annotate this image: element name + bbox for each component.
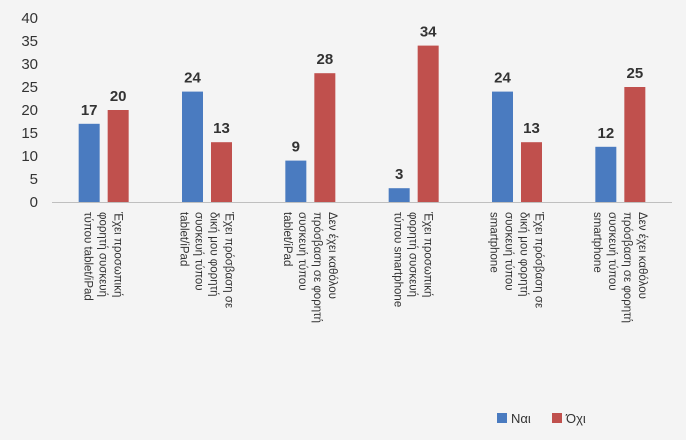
bar-ochi [624, 87, 646, 202]
x-category-label: φορητή συσκευή [407, 212, 419, 297]
legend-swatch [497, 413, 507, 423]
data-label: 20 [110, 88, 127, 105]
bar-nai [595, 146, 617, 202]
data-label: 3 [395, 166, 403, 183]
x-category-label: πρόσβαση σε φορητή [311, 212, 323, 323]
x-category-label: τύπου tablet/iPad [82, 212, 94, 301]
x-category-label: Δεν έχει καθόλου [636, 212, 648, 299]
bar-ochi [107, 110, 129, 202]
data-label: 17 [81, 102, 98, 119]
bar-nai [388, 188, 410, 202]
x-category-label: Έχει πρόσβαση σε [223, 211, 235, 308]
x-category-label: tablet/iPad [178, 212, 190, 266]
x-category-label: συσκευή τύπου [296, 212, 308, 291]
data-labels: 17 24 9 3 24 12 20 13 28 34 13 25 [81, 24, 643, 184]
bar-ochi [417, 45, 439, 202]
y-tick-label: 35 [21, 33, 38, 50]
x-category-label: Δεν έχει καθόλου [326, 212, 338, 299]
data-label: 9 [292, 139, 300, 156]
legend-label: Ναι [511, 411, 531, 426]
bar-ochi [211, 142, 232, 202]
x-category-label: συσκευή τύπου [193, 212, 205, 291]
y-tick-label: 30 [21, 56, 38, 73]
y-axis: 0 5 10 15 20 25 30 35 40 [21, 10, 672, 211]
legend-label: Όχι [565, 411, 586, 426]
y-tick-label: 10 [21, 148, 38, 165]
data-label: 28 [316, 51, 333, 68]
data-label: 13 [213, 120, 230, 137]
x-category-label: φορητή συσκευή [97, 212, 109, 297]
x-category-label: συσκευή τύπου [606, 212, 618, 291]
bar-nai [285, 160, 307, 202]
y-tick-label: 20 [21, 102, 38, 119]
bar-ochi [314, 73, 336, 202]
x-category-label: τύπου smartphone [392, 212, 404, 307]
bars [78, 45, 646, 202]
x-category-label: Έχει προσωπική [112, 211, 124, 297]
data-label: 13 [523, 120, 540, 137]
y-tick-label: 0 [30, 194, 38, 211]
data-label: 34 [420, 24, 437, 41]
data-label: 24 [494, 70, 511, 87]
legend: Ναι Όχι [497, 411, 586, 426]
data-label: 24 [184, 70, 201, 87]
bar-nai [78, 123, 100, 202]
bar-nai [492, 91, 513, 202]
data-label: 25 [626, 65, 643, 82]
x-category-label: δική μου φορητή [518, 212, 530, 297]
y-tick-label: 15 [21, 125, 38, 142]
bar-nai [182, 91, 203, 202]
bar-ochi [521, 142, 542, 202]
legend-swatch [552, 413, 562, 423]
x-category-label: Έχει προσωπική [422, 211, 434, 297]
data-label: 12 [597, 125, 614, 142]
y-tick-label: 5 [30, 171, 38, 188]
y-tick-label: 25 [21, 79, 38, 96]
x-category-label: πρόσβαση σε φορητή [621, 212, 633, 323]
x-category-label: Έχει πρόσβαση σε [533, 211, 545, 308]
x-category-label: tablet/iPad [281, 212, 293, 266]
x-category-label: δική μου φορητή [208, 212, 220, 297]
y-tick-label: 40 [21, 10, 38, 27]
x-category-label: smartphone [591, 212, 603, 273]
x-category-label: συσκευή τύπου [503, 212, 515, 291]
x-category-label: smartphone [488, 212, 500, 273]
